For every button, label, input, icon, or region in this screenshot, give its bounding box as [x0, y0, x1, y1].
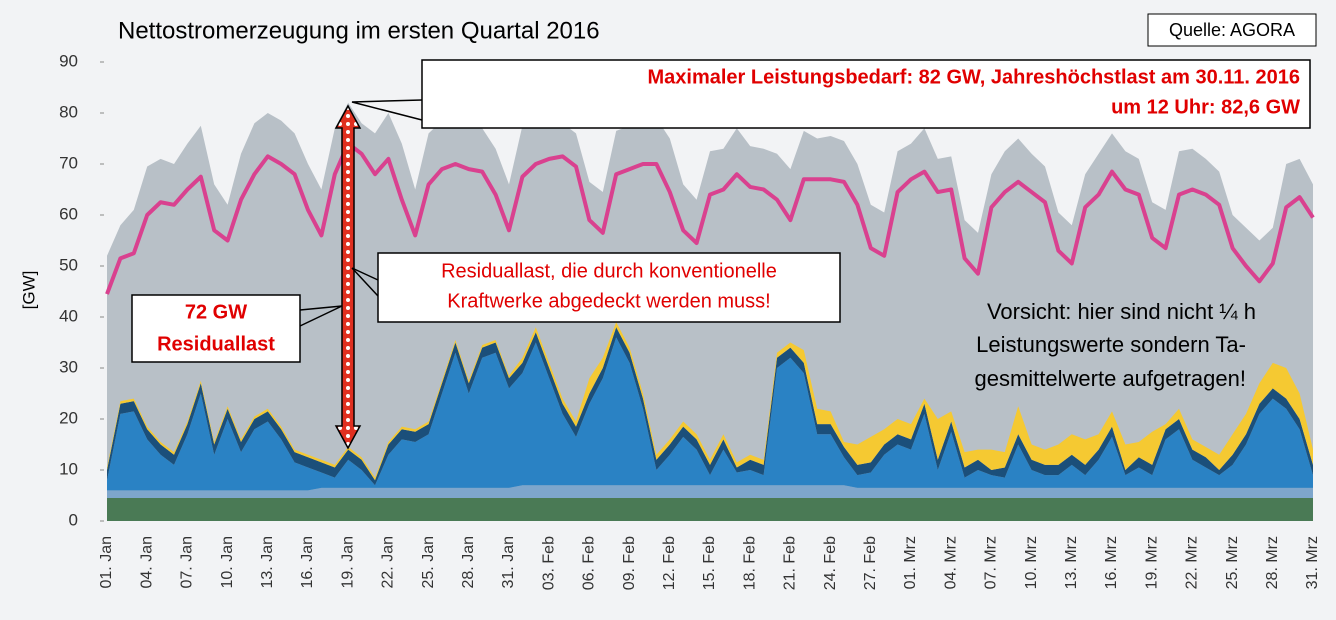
x-tick-label: 31. Jan [500, 536, 517, 588]
y-tick-label: 20 [59, 408, 78, 427]
x-tick-label: 10. Mrz [1023, 536, 1040, 589]
annotation-text: Maximaler Leistungsbedarf: 82 GW, Jahres… [647, 66, 1300, 88]
y-tick-label: 0 [69, 510, 78, 529]
x-tick-label: 01. Jan [98, 536, 115, 588]
x-tick-label: 07. Jan [179, 536, 196, 588]
x-tick-label: 18. Feb [741, 536, 758, 590]
x-tick-label: 25. Jan [420, 536, 437, 588]
stacked-area [107, 337, 1313, 491]
callout-line [351, 99, 423, 121]
x-tick-label: 31. Mrz [1304, 536, 1321, 589]
note-text: Vorsicht: hier sind nicht ¼ h [987, 299, 1256, 324]
x-tick-label: 24. Feb [822, 536, 839, 590]
annotation-box [377, 252, 841, 323]
y-tick-label: 60 [59, 204, 78, 223]
y-tick-label: 40 [59, 306, 78, 325]
y-tick-label: 10 [59, 459, 78, 478]
annotation-text: Residuallast [157, 333, 275, 355]
x-tick-label: 07. Mrz [983, 536, 1000, 589]
x-tick-label: 28. Jan [460, 536, 477, 588]
stacked-area [107, 498, 1313, 521]
x-tick-label: 01. Mrz [902, 536, 919, 589]
x-tick-label: 19. Jan [339, 536, 356, 588]
x-tick-label: 03. Feb [540, 536, 557, 590]
note-text: Leistungswerte sondern Ta- [976, 332, 1246, 357]
callout-line [299, 305, 343, 327]
x-tick-label: 22. Jan [380, 536, 397, 588]
x-tick-label: 10. Jan [219, 536, 236, 588]
x-tick-label: 25. Mrz [1224, 536, 1241, 589]
x-tick-label: 28. Mrz [1264, 536, 1281, 589]
x-tick-label: 12. Feb [661, 536, 678, 590]
y-tick-label: 70 [59, 153, 78, 172]
source: Quelle: AGORA [1169, 20, 1295, 40]
x-tick-label: 27. Feb [862, 536, 879, 590]
source-box [1147, 13, 1317, 47]
x-tick-label: 04. Jan [138, 536, 155, 588]
annotation-box [131, 294, 301, 363]
annotation-text: Residuallast, die durch konventionelle [441, 260, 777, 282]
x-tick-label: 09. Feb [621, 536, 638, 590]
x-tick-label: 13. Jan [259, 536, 276, 588]
annotation-text: Kraftwerke abgedeckt werden muss! [447, 290, 771, 312]
annotations: Maximaler Leistungsbedarf: 82 GW, Jahres… [131, 59, 1311, 450]
residual-line [105, 141, 1315, 295]
annotation-box [421, 59, 1311, 129]
stacked-area [107, 485, 1313, 499]
annotation-text: um 12 Uhr: 82,6 GW [1111, 96, 1300, 118]
x-tick-label: 16. Mrz [1103, 536, 1120, 589]
chart-title: Nettostromerzeugung im ersten Quartal 20… [118, 17, 600, 44]
note-text: gesmittelwerte aufgetragen! [975, 366, 1247, 391]
y-tick-label: 90 [59, 51, 78, 70]
y-axis-label: [GW] [19, 271, 38, 310]
double-arrow [334, 104, 362, 450]
x-tick-label: 19. Mrz [1143, 536, 1160, 589]
annotation-text: 72 GW [185, 301, 247, 323]
x-tick-label: 06. Feb [581, 536, 598, 590]
x-tick-label: 16. Jan [299, 536, 316, 588]
x-tick-label: 13. Mrz [1063, 536, 1080, 589]
x-tick-label: 22. Mrz [1184, 536, 1201, 589]
y-tick-label: 30 [59, 357, 78, 376]
x-tick-label: 04. Mrz [942, 536, 959, 589]
callout-line [351, 267, 379, 297]
x-tick-label: 21. Feb [782, 536, 799, 590]
x-tick-label: 15. Feb [701, 536, 718, 590]
stacked-area [107, 322, 1313, 481]
y-tick-label: 50 [59, 255, 78, 274]
y-tick-label: 80 [59, 102, 78, 121]
